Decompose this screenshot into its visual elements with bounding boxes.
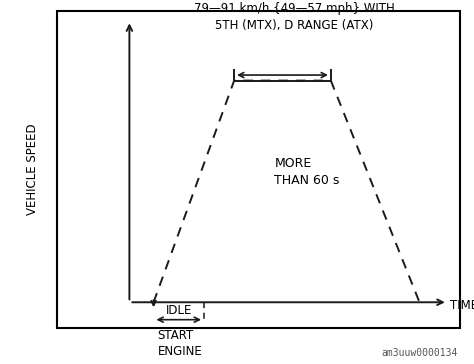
Text: START
ENGINE: START ENGINE (157, 329, 202, 358)
Text: am3uuw0000134: am3uuw0000134 (382, 348, 458, 358)
Text: MORE
THAN 60 s: MORE THAN 60 s (274, 157, 340, 187)
Text: IDLE: IDLE (165, 304, 192, 317)
Text: 79—91 km/h {49—57 mph} WITH
5TH (MTX), D RANGE (ATX): 79—91 km/h {49—57 mph} WITH 5TH (MTX), D… (194, 1, 395, 32)
Text: TIME: TIME (450, 299, 474, 312)
Text: VEHICLE SPEED: VEHICLE SPEED (26, 123, 39, 215)
